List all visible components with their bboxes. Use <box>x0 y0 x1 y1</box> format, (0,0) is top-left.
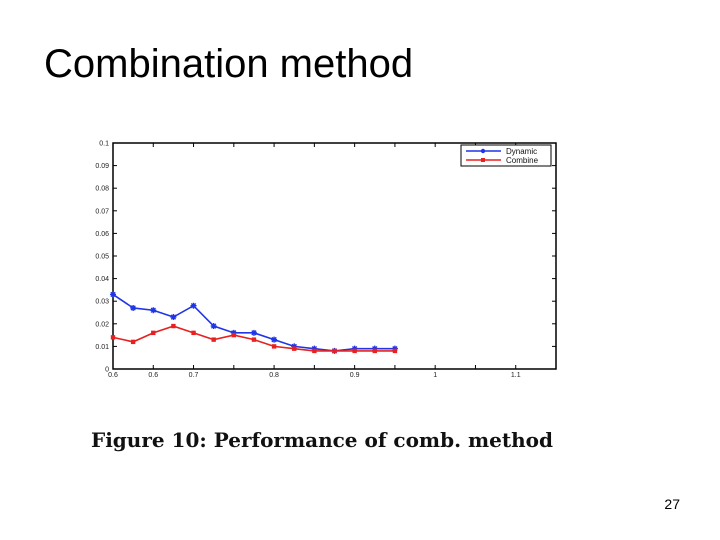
data-point-dynamic <box>391 345 398 352</box>
data-point-combine <box>372 348 377 354</box>
data-point-dynamic <box>170 314 177 321</box>
data-point-combine <box>251 337 257 342</box>
plot-frame <box>112 142 557 370</box>
data-point-dynamic <box>210 323 217 330</box>
data-point-dynamic <box>291 343 298 350</box>
x-tick-label: 0.7 <box>189 372 199 379</box>
y-tick-label: 0.04 <box>95 276 109 283</box>
legend-label-combine: Combine <box>506 156 539 165</box>
x-tick-label: 1 <box>433 372 437 379</box>
x-tick-label: 1.1 <box>511 372 521 379</box>
y-tick-label: 0 <box>105 367 109 374</box>
x-tick-label: 0.8 <box>269 372 279 379</box>
x-tick-label: 0.6 <box>108 372 118 379</box>
series-line-dynamic <box>112 293 395 352</box>
y-tick-label: 0.05 <box>95 254 109 261</box>
y-tick-label: 0.01 <box>95 344 109 351</box>
data-point-combine <box>332 348 337 354</box>
data-point-combine <box>130 339 136 345</box>
data-point-combine <box>211 337 216 342</box>
figure-caption: Figure 10: Performance of comb. method <box>91 428 553 452</box>
x-tick-label: 0.6 <box>148 372 158 379</box>
data-point-combine <box>292 346 297 351</box>
x-tick-label: 0.9 <box>350 372 360 379</box>
data-point-dynamic <box>371 345 378 352</box>
data-point-combine <box>231 332 237 338</box>
data-point-dynamic <box>190 302 197 309</box>
y-tick-label: 0.1 <box>99 141 109 148</box>
data-point-combine <box>151 330 156 336</box>
data-point-combine <box>191 330 196 336</box>
data-point-combine <box>352 348 357 354</box>
y-tick-label: 0.06 <box>95 231 109 238</box>
legend-label-dynamic: Dynamic <box>506 147 537 156</box>
y-tick-label: 0.09 <box>95 163 109 170</box>
data-point-combine <box>110 335 116 340</box>
legend-marker-combine <box>481 158 485 162</box>
data-point-dynamic <box>250 329 257 336</box>
page-number: 27 <box>664 496 680 512</box>
data-point-combine <box>392 348 398 354</box>
data-point-dynamic <box>351 345 358 352</box>
y-tick-label: 0.08 <box>95 186 109 193</box>
data-point-combine <box>171 323 176 329</box>
data-point-dynamic <box>110 291 116 298</box>
data-point-combine <box>271 344 277 349</box>
data-point-dynamic <box>130 304 137 311</box>
data-point-dynamic <box>150 307 157 314</box>
y-tick-label: 0.02 <box>95 321 109 328</box>
data-point-dynamic <box>311 345 318 352</box>
data-point-dynamic <box>230 329 237 336</box>
slide-title: Combination method <box>44 42 414 86</box>
legend-marker-dynamic <box>480 148 486 154</box>
data-point-combine <box>312 348 317 354</box>
data-point-dynamic <box>271 336 278 343</box>
y-tick-label: 0.07 <box>95 208 109 215</box>
y-tick-label: 0.03 <box>95 299 109 306</box>
